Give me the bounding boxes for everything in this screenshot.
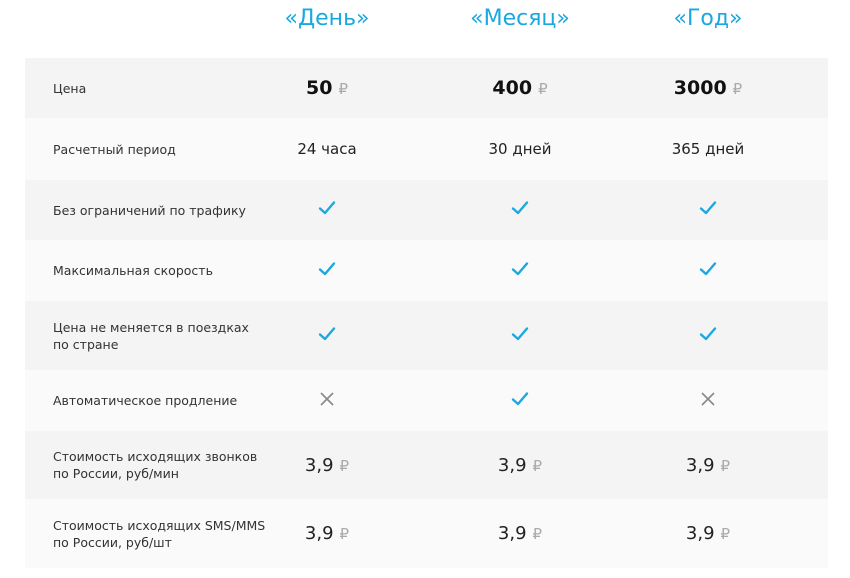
table-row: Цена 50 ₽400 ₽3000 ₽ <box>25 58 828 118</box>
price-value: 3,9 <box>497 454 527 476</box>
plan-header-year: «Год» <box>673 6 743 31</box>
cell-value: 24 часа <box>297 140 357 158</box>
check-icon <box>317 198 337 222</box>
price-value: 3,9 <box>497 523 527 544</box>
row-label: Цена <box>53 80 87 96</box>
ruble-sign: ₽ <box>732 80 743 98</box>
cell-price: 3,9 ₽ <box>498 455 542 476</box>
row-label: Стоимость исходящих SMS/MMS по России, р… <box>53 517 266 550</box>
ruble-sign: ₽ <box>339 456 350 475</box>
ruble-sign: ₽ <box>338 80 348 98</box>
comparison-table: Цена 50 ₽400 ₽3000 ₽ Расчетный период 24 часа 3… <box>25 58 828 568</box>
check-icon <box>510 389 530 413</box>
check-icon <box>317 259 337 283</box>
cell-value: 365 дней <box>671 140 745 158</box>
check-icon <box>510 198 530 222</box>
row-label: Цена не меняется в поездках по стране <box>53 319 249 352</box>
cell-price: 3,9 ₽ <box>686 455 730 476</box>
ruble-sign: ₽ <box>720 525 731 543</box>
table-row: Стоимость исходящих SMS/MMS по России, р… <box>25 499 828 568</box>
table-row: Максимальная скорость <box>25 240 828 301</box>
check-icon <box>510 324 530 348</box>
cell-value: 30 дней <box>488 140 552 158</box>
row-label: Максимальная скорость <box>53 263 213 278</box>
cell-price: 400 ₽ <box>492 77 547 99</box>
plan-header-month: «Месяц» <box>470 6 570 31</box>
table-row: Цена не меняется в поездках по стране <box>25 301 828 370</box>
ruble-sign: ₽ <box>538 80 548 98</box>
price-value: 3000 <box>673 77 727 99</box>
cell-price: 3,9 ₽ <box>686 523 730 544</box>
cell-price: 3,9 ₽ <box>305 455 349 476</box>
check-icon <box>698 259 718 283</box>
ruble-sign: ₽ <box>339 525 350 543</box>
ruble-sign: ₽ <box>720 456 731 475</box>
ruble-sign: ₽ <box>532 456 543 475</box>
table-row: Расчетный период 24 часа 30 дней 365 дней <box>25 118 828 180</box>
check-icon <box>510 259 530 283</box>
cell-price: 3,9 ₽ <box>498 523 542 544</box>
price-value: 3,9 <box>304 523 334 544</box>
table-row: Стоимость исходящих звонков по России, р… <box>25 431 828 499</box>
plan-header-day: «День» <box>284 6 370 31</box>
row-label: Стоимость исходящих звонков по России, р… <box>53 449 258 481</box>
row-label: Без ограничений по трафику <box>53 202 246 218</box>
table-row: Без ограничений по трафику <box>25 180 828 240</box>
table-row: Автоматическое продление <box>25 370 828 431</box>
row-label: Автоматическое продление <box>53 393 238 408</box>
cell-price: 3000 ₽ <box>674 77 742 99</box>
price-value: 3,9 <box>304 454 334 476</box>
check-icon <box>698 324 718 348</box>
check-icon <box>698 198 718 222</box>
price-value: 3,9 <box>685 454 715 476</box>
price-value: 50 <box>306 77 333 99</box>
cross-icon <box>698 389 718 413</box>
price-value: 3,9 <box>685 523 715 544</box>
cross-icon <box>317 389 337 413</box>
row-label: Расчетный период <box>53 141 176 157</box>
ruble-sign: ₽ <box>532 525 543 543</box>
cell-price: 3,9 ₽ <box>305 523 349 544</box>
check-icon <box>317 324 337 348</box>
price-value: 400 <box>492 77 533 99</box>
cell-price: 50 ₽ <box>306 77 348 99</box>
